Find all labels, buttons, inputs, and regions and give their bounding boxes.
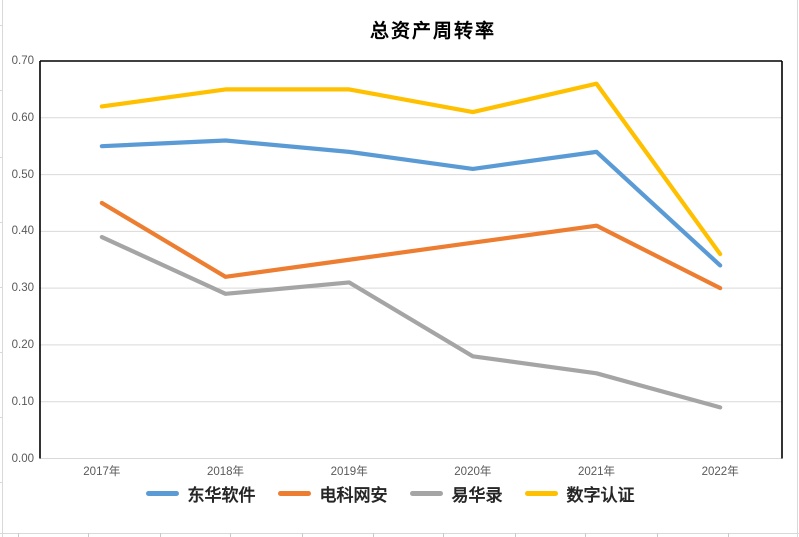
sheet-column-tick (18, 533, 19, 537)
sheet-column-line-left (2, 0, 3, 537)
x-tick-label: 2021年 (577, 466, 616, 478)
legend-swatch-icon (524, 491, 558, 496)
legend-swatch-icon (409, 491, 443, 496)
y-tick-label: 0.60 (11, 111, 34, 124)
legend-label: 东华软件 (187, 486, 256, 506)
sheet-row-line-bottom (0, 533, 799, 534)
chart-title[interactable]: 总资产周转率 (369, 20, 496, 42)
sheet-row-tick (0, 482, 3, 483)
sheet-column-line-right (797, 0, 798, 537)
series-line-3[interactable] (99, 81, 723, 257)
legend-label: 易华录 (451, 486, 503, 506)
sheet-row-tick (0, 25, 3, 26)
y-tick-label: 0.10 (11, 395, 34, 408)
legend-item-0[interactable]: 东华软件 (145, 481, 256, 506)
sheet-column-tick (585, 533, 586, 537)
sheet-row-tick (0, 222, 3, 223)
series-line-2[interactable] (99, 234, 723, 410)
y-tick-label: 0.20 (11, 338, 34, 351)
sheet-column-tick (230, 533, 231, 537)
y-tick-label: 0.00 (11, 452, 34, 465)
sheet-column-tick (373, 533, 374, 537)
y-tick-label: 0.50 (11, 168, 34, 181)
series-line-0[interactable] (99, 138, 723, 268)
y-tick-label: 0.30 (11, 282, 34, 295)
sheet-column-tick (728, 533, 729, 537)
sheet-row-tick (0, 352, 3, 353)
y-tick-label: 0.40 (11, 225, 34, 238)
legend-item-2[interactable]: 易华录 (409, 481, 503, 506)
sheet-row-tick (0, 417, 3, 418)
x-tick-label: 2018年 (206, 466, 245, 478)
chart-legend: 东华软件 电科网安 易华录 数字认证 (0, 481, 780, 506)
legend-swatch-icon (145, 491, 179, 496)
legend-label: 数字认证 (566, 486, 635, 506)
legend-label: 电科网安 (319, 486, 388, 506)
sheet-row-tick (0, 157, 3, 158)
series-line-1[interactable] (99, 200, 723, 291)
sheet-column-tick (657, 533, 658, 537)
sheet-column-tick (88, 533, 89, 537)
legend-item-1[interactable]: 电科网安 (277, 481, 388, 506)
x-tick-label: 2020年 (454, 466, 492, 478)
sheet-column-tick (160, 533, 161, 537)
legend-item-3[interactable]: 数字认证 (524, 481, 635, 506)
sheet-column-tick (515, 533, 516, 537)
sheet-column-tick (443, 533, 444, 537)
legend-swatch-icon (277, 491, 311, 496)
x-tick-label: 2017年 (83, 466, 121, 478)
x-tick-label: 2022年 (701, 466, 739, 478)
y-tick-label: 0.70 (11, 55, 34, 67)
sheet-row-tick (0, 90, 3, 91)
sheet-column-tick (302, 533, 303, 537)
sheet-row-tick (0, 287, 3, 288)
x-tick-label: 2019年 (330, 466, 368, 478)
